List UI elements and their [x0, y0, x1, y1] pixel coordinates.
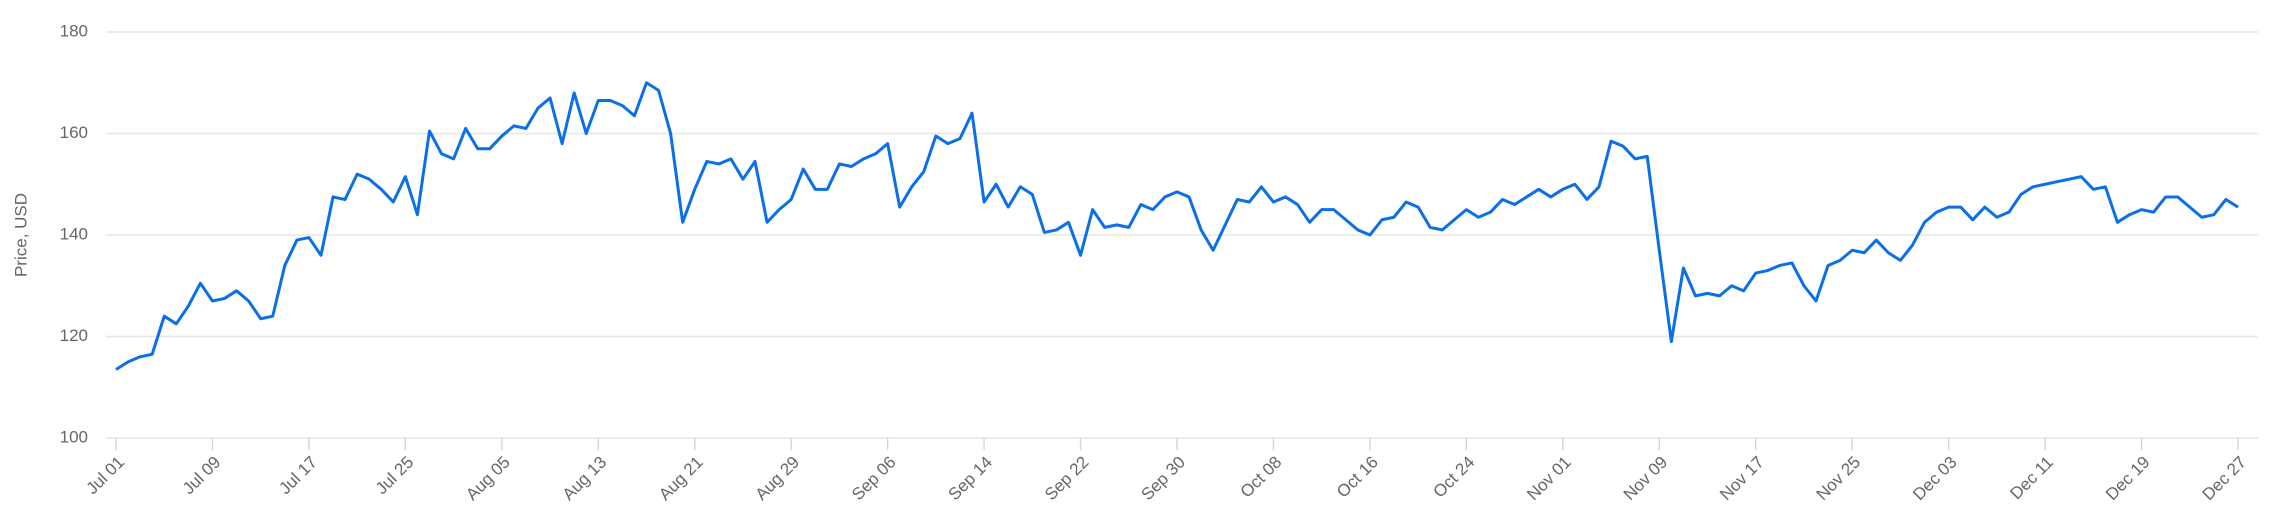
x-tick-label: Dec 19: [2102, 453, 2154, 505]
x-tick-label: Nov 25: [1813, 453, 1865, 505]
price-line: [115, 81, 2239, 371]
y-tick-label: 160: [60, 123, 88, 142]
x-tick-label: Aug 29: [752, 453, 804, 505]
x-tick-label: Jul 25: [372, 453, 418, 499]
x-tick-label: Aug 05: [462, 453, 514, 505]
x-tick-label: Nov 17: [1716, 453, 1768, 505]
x-tick-label: Dec 11: [2006, 453, 2057, 504]
y-tick-label: 180: [60, 21, 88, 40]
x-tick-label: Oct 08: [1237, 453, 1286, 502]
x-tick-label: Aug 21: [655, 453, 707, 505]
x-tick-label: Dec 27: [2198, 453, 2250, 505]
x-tick-label: Oct 24: [1430, 453, 1479, 502]
x-tick-label: Dec 03: [1909, 453, 1961, 505]
x-tick-label: Aug 13: [559, 453, 611, 505]
x-tick-label: Jul 01: [82, 453, 128, 499]
x-tick-label: Sep 06: [848, 453, 900, 505]
x-tick-label: Sep 14: [945, 453, 997, 505]
x-tick-label: Jul 17: [275, 453, 321, 499]
x-tick-label: Oct 16: [1333, 453, 1382, 502]
x-tick-label: Nov 09: [1620, 453, 1672, 505]
y-tick-label: 120: [60, 326, 88, 345]
y-axis-title: Price, USD: [11, 193, 30, 277]
x-tick-label: Sep 30: [1137, 453, 1189, 505]
x-tick-label: Jul 09: [179, 453, 225, 499]
x-tick-label: Sep 22: [1041, 453, 1093, 505]
x-tick-label: Nov 01: [1523, 453, 1575, 505]
y-tick-label: 100: [60, 427, 88, 446]
y-tick-label: 140: [60, 224, 88, 243]
